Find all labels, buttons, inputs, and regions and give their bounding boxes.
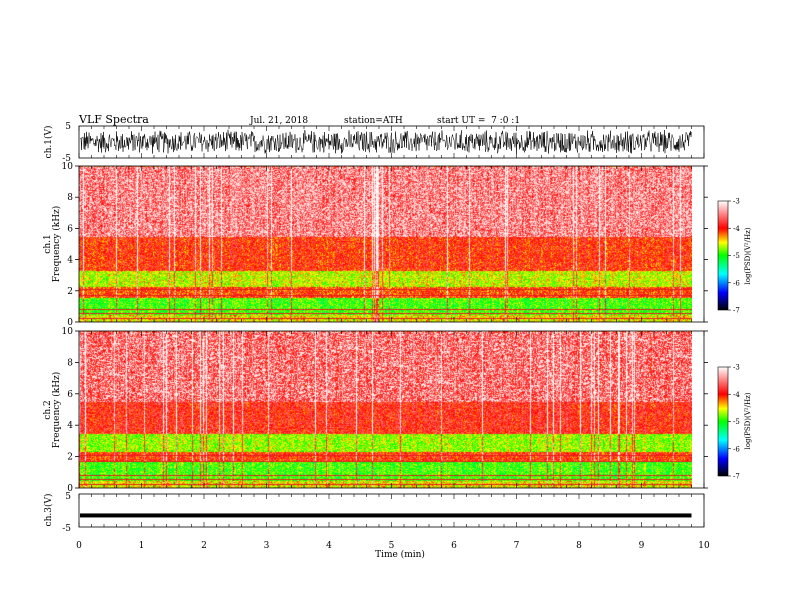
ch3-waveform-band xyxy=(80,513,692,518)
ch3-ytick-top: 5 xyxy=(65,492,71,502)
ch1-colorbar-ticks: -3 -4 -5 -6 -7 xyxy=(728,198,740,315)
ch2-frequency-ticks: 0 2 4 6 8 10 xyxy=(62,327,708,494)
ch1-ytick-bottom: -5 xyxy=(62,154,71,164)
time-tick-label-7: 7 xyxy=(514,541,520,551)
ch2-spectrogram-cells xyxy=(79,331,692,488)
ch1-spectrogram-panel: 0 2 4 6 8 10 ch.1 Frequency (kHz) xyxy=(43,162,708,328)
ch1-colorbar-label: log(PSD)(V²/Hz) xyxy=(744,227,752,284)
header-date: Jul. 21, 2018 xyxy=(249,116,308,126)
ch1-colorbar-tick-label: -3 xyxy=(733,198,740,206)
ch1-frequency-ylabel: Frequency (kHz) xyxy=(51,206,62,283)
ch1-waveform-panel: 5 -5 ch.1(V) xyxy=(43,122,705,164)
ch3-waveform-panel: 5 -5 ch.3(V) xyxy=(43,492,705,534)
ch1-colorbar: -3 -4 -5 -6 -7 log(PSD)(V²/Hz) xyxy=(717,198,752,315)
ch1-ytick-label-6: 6 xyxy=(67,224,73,234)
ch2-colorbar-tick-label: -6 xyxy=(733,445,740,453)
ch2-colorbar-tick-label: -5 xyxy=(733,418,740,426)
ch2-colorbar-gradient xyxy=(717,366,729,477)
ch1-ytick-label-8: 8 xyxy=(67,193,73,203)
time-tick-label-6: 6 xyxy=(451,541,457,551)
ch2-colorbar-tick-label: -4 xyxy=(733,391,740,399)
ch3-ytick-bottom: -5 xyxy=(62,524,71,534)
time-axis-label: Time (min) xyxy=(375,549,425,560)
ch1-ytick-label-4: 4 xyxy=(67,256,73,266)
figure-title: VLF Spectra xyxy=(78,113,149,126)
ch2-ytick-label-2: 2 xyxy=(67,453,73,463)
ch2-spectrogram-channel-label: ch.2 xyxy=(43,400,53,419)
ch1-colorbar-tick-label: -6 xyxy=(733,279,740,287)
ch1-spectrogram-cells xyxy=(79,166,692,322)
ch2-ytick-label-6: 6 xyxy=(67,390,73,400)
ch2-spectrogram-image xyxy=(79,331,692,488)
ch2-colorbar: -3 -4 -5 -6 -7 log(PSD)(V²/Hz) xyxy=(717,364,752,481)
ch2-spectrogram-panel: 0 2 4 6 8 10 ch.2 Frequency (kHz) xyxy=(43,327,708,494)
ch2-ytick-label-8: 8 xyxy=(67,358,73,368)
ch2-colorbar-label: log(PSD)(V²/Hz) xyxy=(744,392,752,449)
ch1-waveform-line xyxy=(79,129,692,154)
time-tick-label-5: 5 xyxy=(389,541,395,551)
ch1-colorbar-tick-label: -5 xyxy=(733,252,740,260)
time-axis: 0 1 2 3 4 5 6 7 8 9 10 xyxy=(76,126,710,551)
time-tick-label-1: 1 xyxy=(139,541,145,551)
ch1-waveform-ylabel: ch.1(V) xyxy=(43,126,54,159)
header-start-time: start UT = 7 :0 :1 xyxy=(437,116,520,126)
ch1-ytick-label-0: 0 xyxy=(67,318,73,328)
ch2-colorbar-tick-label: -3 xyxy=(733,364,740,372)
ch1-frequency-ticks: 0 2 4 6 8 10 xyxy=(62,162,708,328)
ch1-ytick-label-2: 2 xyxy=(67,287,73,297)
ch2-colorbar-tick-label: -7 xyxy=(733,473,740,481)
ch2-ytick-label-10: 10 xyxy=(62,327,74,337)
ch3-waveform-trace xyxy=(80,513,692,518)
ch1-spectrogram-image xyxy=(79,166,692,322)
ch1-waveform-trace xyxy=(79,129,692,154)
ch2-ytick-label-4: 4 xyxy=(67,421,73,431)
time-tick-label-4: 4 xyxy=(326,541,332,551)
ch1-ytick-top: 5 xyxy=(65,122,71,132)
header-station: station=ATH xyxy=(344,116,403,126)
time-tick-label-8: 8 xyxy=(576,541,582,551)
time-tick-label-10: 10 xyxy=(698,541,710,551)
time-tick-label-3: 3 xyxy=(264,541,270,551)
time-tick-label-2: 2 xyxy=(201,541,207,551)
time-tick-label-0: 0 xyxy=(76,541,82,551)
time-tick-label-9: 9 xyxy=(639,541,645,551)
ch2-frequency-ylabel: Frequency (kHz) xyxy=(51,372,62,449)
ch1-spectrogram-channel-label: ch.1 xyxy=(43,234,53,253)
ch1-colorbar-gradient xyxy=(717,200,729,311)
ch3-waveform-ylabel: ch.3(V) xyxy=(43,494,54,527)
ch1-ytick-label-10: 10 xyxy=(62,162,74,172)
ch1-colorbar-tick-label: -7 xyxy=(733,307,740,315)
ch1-colorbar-tick-label: -4 xyxy=(733,225,740,233)
ch2-ytick-label-0: 0 xyxy=(67,484,73,494)
ch2-colorbar-ticks: -3 -4 -5 -6 -7 xyxy=(728,364,740,481)
